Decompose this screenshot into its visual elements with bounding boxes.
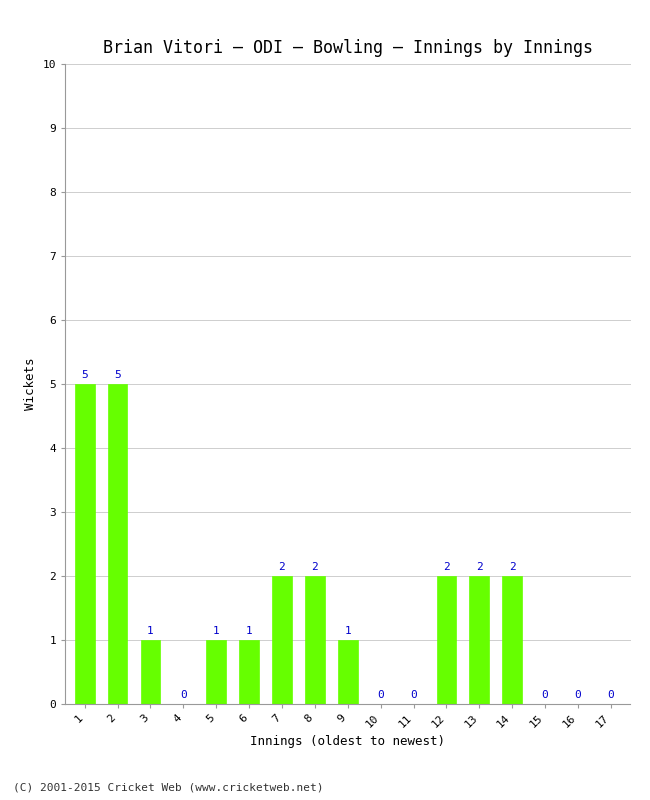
Bar [239, 640, 259, 704]
Bar [437, 576, 456, 704]
Bar [305, 576, 325, 704]
Text: 1: 1 [147, 626, 154, 636]
Bar [502, 576, 522, 704]
Text: 2: 2 [509, 562, 515, 572]
Text: 0: 0 [541, 690, 549, 700]
Bar [206, 640, 226, 704]
Text: 5: 5 [81, 370, 88, 380]
Bar [108, 384, 127, 704]
X-axis label: Innings (oldest to newest): Innings (oldest to newest) [250, 735, 445, 748]
Bar [140, 640, 161, 704]
Y-axis label: Wickets: Wickets [24, 358, 37, 410]
Bar [75, 384, 95, 704]
Text: 0: 0 [575, 690, 581, 700]
Text: 1: 1 [246, 626, 252, 636]
Bar [338, 640, 358, 704]
Title: Brian Vitori – ODI – Bowling – Innings by Innings: Brian Vitori – ODI – Bowling – Innings b… [103, 39, 593, 57]
Text: 0: 0 [607, 690, 614, 700]
Text: 1: 1 [213, 626, 220, 636]
Text: 5: 5 [114, 370, 121, 380]
Bar [469, 576, 489, 704]
Text: 0: 0 [410, 690, 417, 700]
Text: 0: 0 [377, 690, 384, 700]
Text: 2: 2 [443, 562, 450, 572]
Text: 2: 2 [279, 562, 285, 572]
Text: 2: 2 [476, 562, 483, 572]
Bar [272, 576, 292, 704]
Text: 2: 2 [311, 562, 318, 572]
Text: 1: 1 [344, 626, 351, 636]
Text: (C) 2001-2015 Cricket Web (www.cricketweb.net): (C) 2001-2015 Cricket Web (www.cricketwe… [13, 782, 324, 792]
Text: 0: 0 [180, 690, 187, 700]
